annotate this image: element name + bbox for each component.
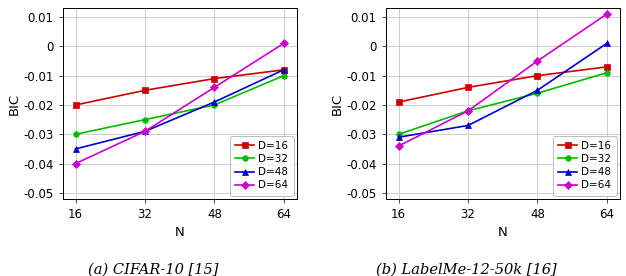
D=64 [603,12,610,16]
D=16 [280,68,287,71]
D=48 [210,100,218,104]
D=64 [210,86,218,89]
Y-axis label: BIC: BIC [331,92,344,115]
D=16 [210,77,218,80]
D=32 [280,74,287,77]
D=64 [280,42,287,45]
D=16 [464,86,472,89]
D=16 [72,103,80,107]
D=16 [395,100,403,104]
Legend: D=16, D=32, D=48, D=64: D=16, D=32, D=48, D=64 [553,136,617,196]
D=64 [464,109,472,113]
D=48 [141,130,149,133]
X-axis label: N: N [175,226,185,239]
X-axis label: N: N [498,226,508,239]
Line: D=16: D=16 [396,64,610,105]
D=64 [141,130,149,133]
Line: D=64: D=64 [396,11,610,149]
Line: D=64: D=64 [73,41,287,166]
Line: D=32: D=32 [73,73,287,137]
Text: (b) LabelMe-12-50k [16]: (b) LabelMe-12-50k [16] [376,262,557,276]
Y-axis label: BIC: BIC [8,92,21,115]
D=32 [141,118,149,121]
D=64 [72,162,80,165]
Line: D=16: D=16 [73,67,287,108]
D=32 [210,103,218,107]
Line: D=32: D=32 [396,70,610,137]
D=64 [533,59,541,63]
D=48 [533,89,541,92]
D=32 [72,132,80,136]
D=48 [603,42,610,45]
Text: (a) CIFAR-10 [15]: (a) CIFAR-10 [15] [88,262,218,276]
D=32 [395,132,403,136]
D=16 [141,89,149,92]
D=48 [464,124,472,127]
D=48 [395,136,403,139]
D=64 [395,144,403,148]
Legend: D=16, D=32, D=48, D=64: D=16, D=32, D=48, D=64 [230,136,294,196]
D=32 [464,109,472,113]
D=32 [603,71,610,75]
D=16 [603,65,610,68]
D=48 [72,147,80,151]
Line: D=48: D=48 [73,67,287,152]
Line: D=48: D=48 [396,41,610,140]
D=32 [533,92,541,95]
D=48 [280,68,287,71]
D=16 [533,74,541,77]
